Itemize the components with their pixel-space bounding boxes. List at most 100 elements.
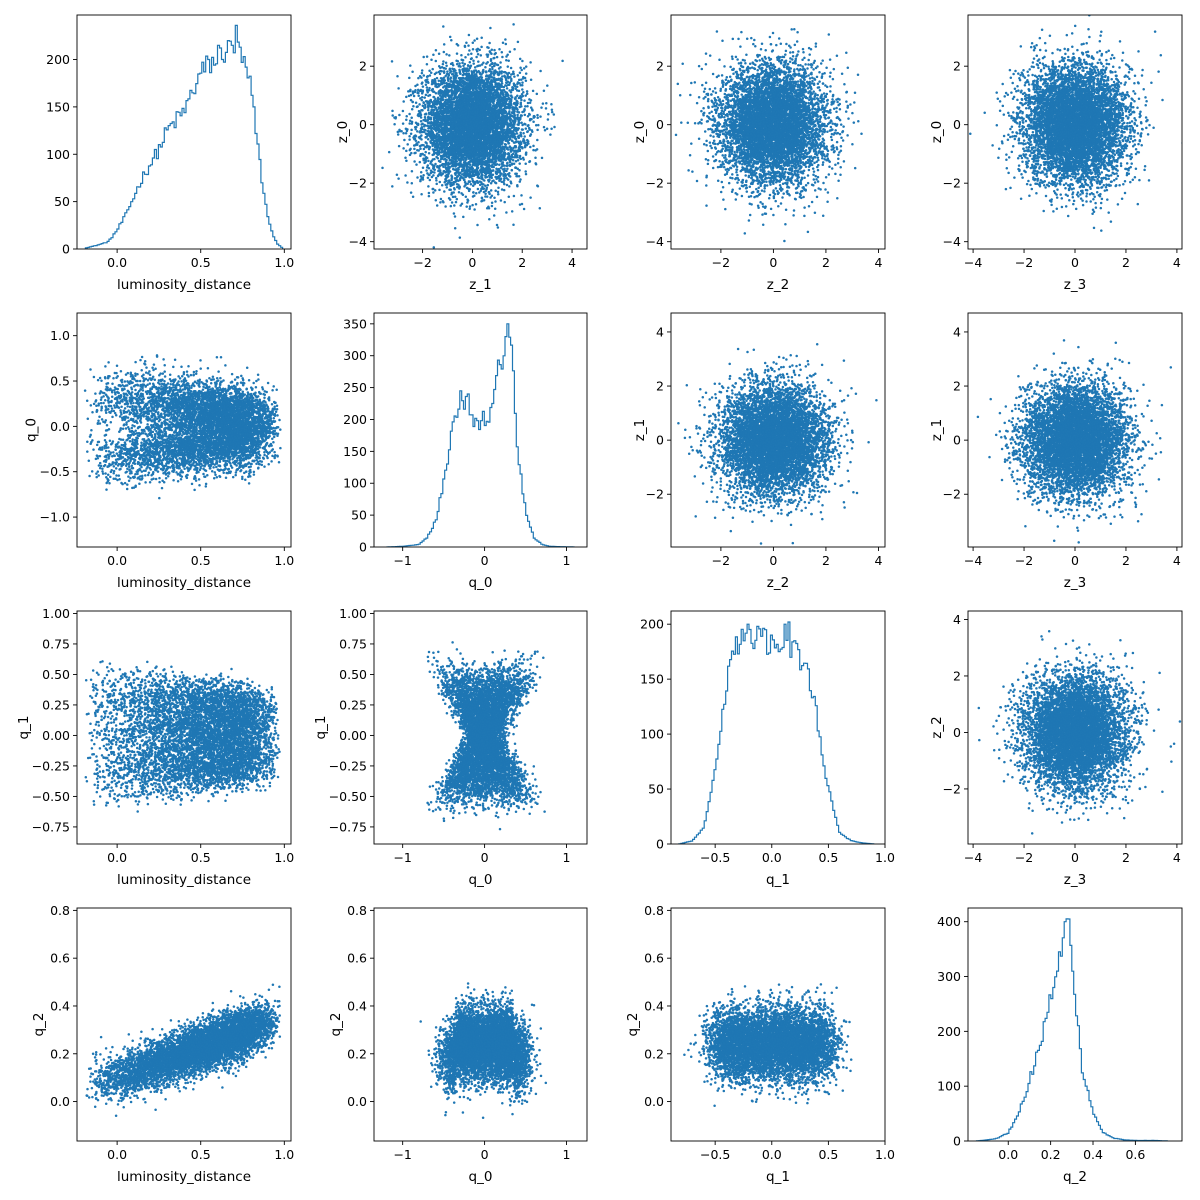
scatter-point [412, 105, 415, 108]
scatter-point [424, 151, 427, 154]
scatter-point [425, 84, 428, 87]
scatter-point [468, 69, 471, 72]
scatter-point [518, 90, 521, 93]
scatter-point [507, 60, 510, 63]
scatter-point [526, 90, 529, 93]
scatter-point [543, 126, 546, 129]
scatter-point [540, 106, 543, 109]
scatter-point [447, 79, 450, 82]
scatter-point [456, 198, 459, 201]
scatter-point [512, 223, 515, 226]
scatter-point [405, 132, 408, 135]
scatter-point [520, 69, 523, 72]
scatter-point [516, 107, 519, 110]
scatter-point [518, 175, 521, 178]
scatter-point [405, 119, 408, 122]
scatter-point [521, 88, 524, 91]
scatter-point [500, 199, 503, 202]
scatter-point [409, 149, 412, 152]
scatter-point [464, 63, 467, 66]
scatter-point [445, 154, 448, 157]
scatter-point [425, 169, 428, 172]
scatter-point [491, 205, 494, 208]
scatter-point [429, 179, 432, 182]
scatter-point [506, 184, 509, 187]
scatter-point [480, 165, 483, 168]
scatter-point [442, 60, 445, 63]
scatter-point [498, 48, 501, 51]
scatter-point [494, 52, 497, 55]
scatter-point [464, 56, 467, 59]
scatter-point [413, 160, 416, 163]
scatter-point [521, 60, 524, 63]
scatter-point [518, 149, 521, 152]
scatter-point [420, 138, 423, 141]
scatter-point [472, 191, 475, 194]
scatter-point [408, 95, 411, 98]
scatter-point [413, 152, 416, 155]
scatter-point [445, 85, 448, 88]
scatter-point [525, 80, 528, 83]
scatter-point [423, 96, 426, 99]
scatter-point [494, 200, 497, 203]
scatter-point [466, 182, 469, 185]
scatter-point [450, 205, 453, 208]
scatter-point [442, 200, 445, 203]
scatter-point [532, 145, 535, 148]
scatter-point [513, 129, 516, 132]
scatter-point [510, 91, 513, 94]
scatter-point [480, 46, 483, 49]
scatter-point [497, 226, 500, 229]
scatter-point [483, 179, 486, 182]
y-tick-label: 0 [62, 242, 70, 257]
scatter-point [515, 160, 518, 163]
scatter-point [488, 218, 491, 221]
scatter-point [415, 163, 418, 166]
scatter-point [433, 171, 436, 174]
scatter-point [417, 94, 420, 97]
scatter-point [445, 65, 448, 68]
scatter-point [497, 187, 500, 190]
scatter-point [525, 65, 528, 68]
scatter-point [507, 148, 510, 151]
scatter-point [488, 175, 491, 178]
scatter-point [427, 138, 430, 141]
scatter-point [499, 106, 502, 109]
scatter-point [423, 148, 426, 151]
scatter-point [476, 65, 479, 68]
scatter-point [490, 75, 493, 78]
x-axis-label: luminosity_distance [117, 277, 251, 293]
scatter-point [484, 195, 487, 198]
scatter-point [414, 134, 417, 137]
scatter-point [474, 66, 477, 69]
scatter-point [448, 54, 451, 57]
scatter-point [547, 118, 550, 121]
scatter-point [520, 122, 523, 125]
scatter-point [497, 109, 500, 112]
scatter-point [536, 139, 539, 142]
scatter-point [427, 176, 430, 179]
scatter-point [490, 182, 493, 185]
scatter-point [511, 210, 514, 213]
scatter-point [443, 190, 446, 193]
scatter-point [524, 105, 527, 108]
scatter-point [397, 87, 400, 90]
scatter-point [513, 48, 516, 51]
scatter-point [472, 59, 475, 62]
scatter-point [391, 110, 394, 113]
scatter-point [455, 60, 458, 63]
scatter-point [494, 97, 497, 100]
scatter-point [522, 157, 525, 160]
scatter-point [428, 70, 431, 73]
scatter-point [436, 165, 439, 168]
scatter-point [465, 42, 468, 45]
scatter-point [428, 195, 431, 198]
scatter-point [465, 205, 468, 208]
scatter-point [493, 196, 496, 199]
scatter-point [465, 122, 468, 125]
scatter-point [436, 204, 439, 207]
scatter-point [504, 38, 507, 41]
scatter-point [420, 171, 423, 174]
scatter-point [475, 56, 478, 59]
scatter-point [521, 128, 524, 131]
